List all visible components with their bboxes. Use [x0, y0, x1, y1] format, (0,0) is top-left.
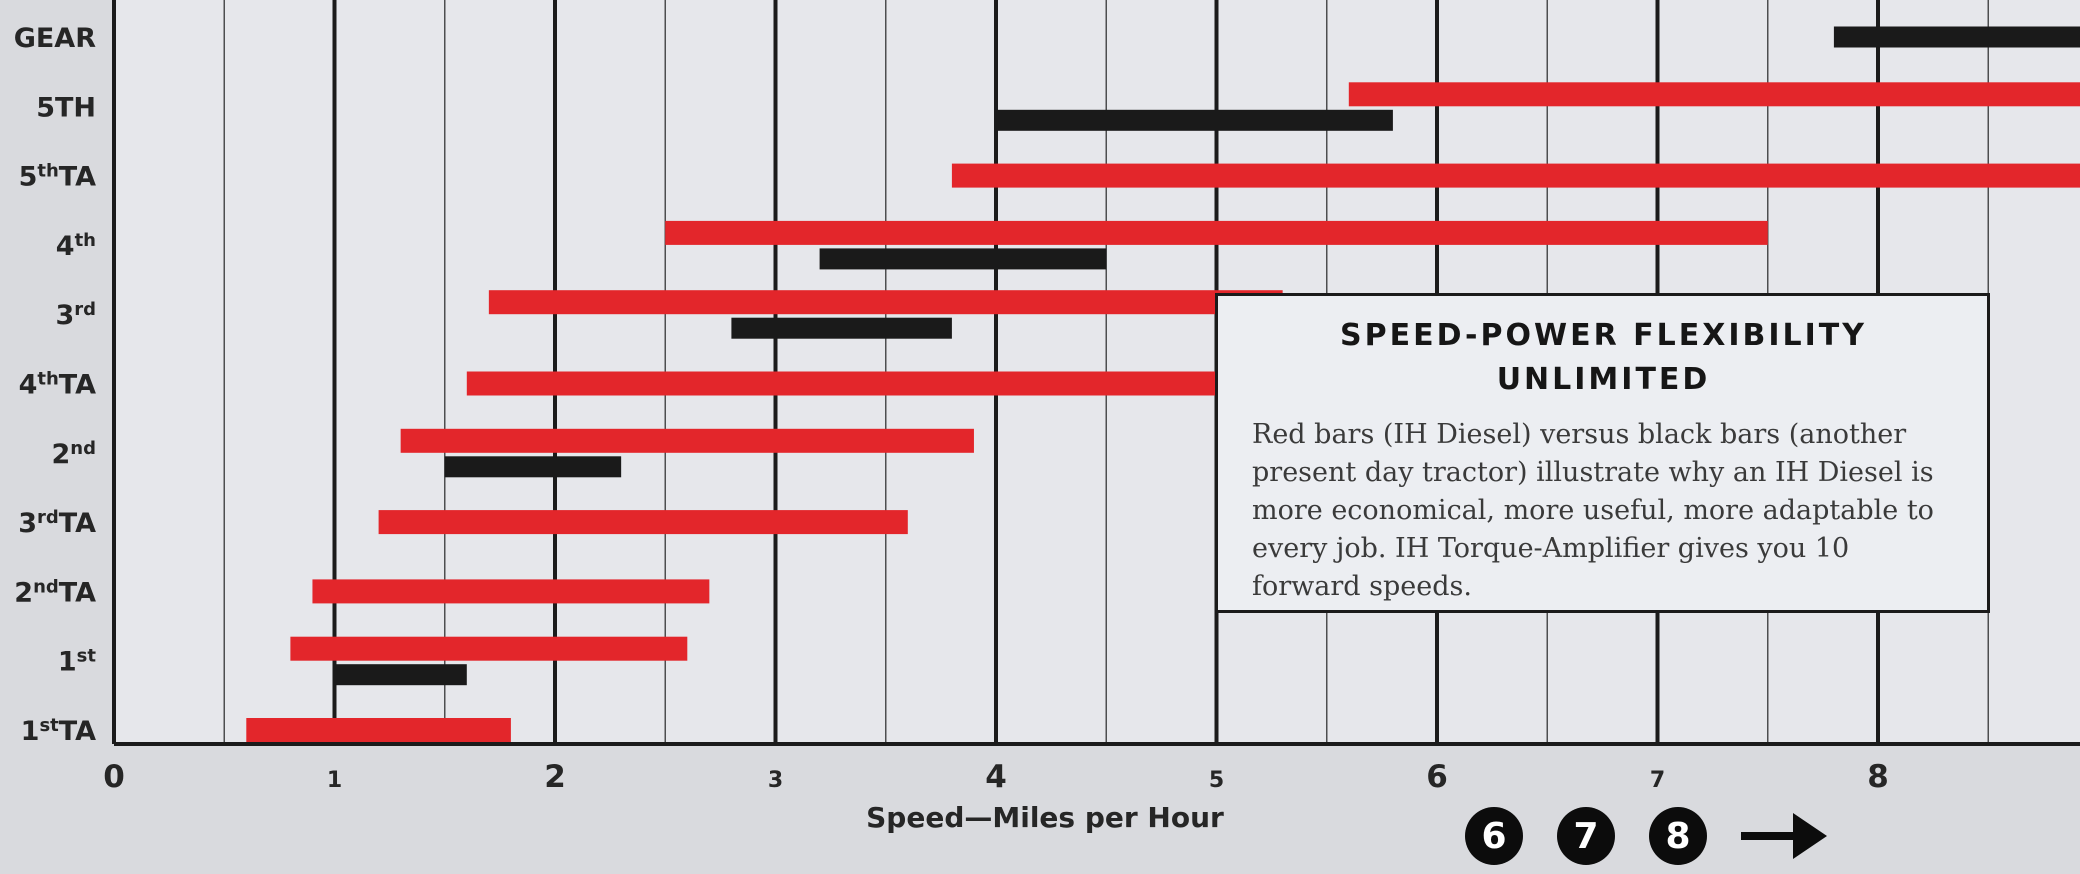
- red-bar-3rd: [488, 290, 1283, 315]
- page-navigation: 6 7 8: [1465, 806, 1827, 866]
- gear-label-4th: 4th: [56, 230, 96, 262]
- x-tick-label-0: 0: [103, 759, 125, 795]
- right-arrow-icon[interactable]: [1741, 811, 1827, 861]
- gear-label-2nd: 2nd: [52, 438, 97, 470]
- black-bar-3rd: [731, 317, 952, 339]
- x-tick-label-1: 1: [327, 768, 342, 793]
- x-tick-label-5: 5: [1209, 768, 1224, 793]
- black-bar-5th: [996, 109, 1393, 131]
- red-bar-2ndta: [312, 579, 710, 604]
- x-tick-label-8: 8: [1867, 759, 1889, 795]
- red-bar-5thta: [951, 163, 2080, 188]
- red-bar-3rdta: [378, 510, 908, 535]
- gear-label-3rdta: 3rdTA: [18, 507, 96, 539]
- info-box-title: SPEED-POWER FLEXIBILITY UNLIMITED: [1340, 318, 1867, 397]
- x-tick-label-2: 2: [544, 759, 566, 795]
- info-box: SPEED-POWER FLEXIBILITY UNLIMITED Red ba…: [1215, 293, 1990, 613]
- gear-label-2ndta: 2ndTA: [14, 576, 96, 608]
- gear-label-3rd: 3rd: [55, 299, 96, 331]
- step-8-badge[interactable]: 8: [1649, 807, 1707, 865]
- step-7-badge[interactable]: 7: [1557, 807, 1615, 865]
- x-tick-label-4: 4: [985, 759, 1007, 795]
- info-box-body: Red bars (IH Diesel) versus black bars (…: [1252, 419, 1934, 602]
- red-bar-2nd: [400, 428, 974, 453]
- gear-label-5thta: 5thTA: [19, 161, 97, 193]
- x-tick-label-3: 3: [768, 768, 783, 793]
- gear-label-5th: 5TH: [36, 92, 96, 123]
- gear-label-1st: 1st: [58, 646, 97, 678]
- red-bar-4th: [665, 220, 1768, 245]
- red-bar-1st: [290, 636, 688, 661]
- black-bar-1st: [334, 664, 467, 686]
- black-bar-4th: [819, 248, 1107, 270]
- red-bar-5th: [1348, 82, 2080, 107]
- gear-label-1stta: 1stTA: [21, 715, 96, 747]
- gear-label-4thta: 4thTA: [19, 369, 97, 401]
- red-bar-1stta: [246, 718, 511, 742]
- black-bar-gear: [1833, 26, 2080, 48]
- x-tick-label-7: 7: [1650, 768, 1665, 793]
- gear-label-gear: GEAR: [14, 23, 97, 54]
- red-bar-4thta: [466, 371, 1261, 396]
- step-6-badge[interactable]: 6: [1465, 807, 1523, 865]
- black-bar-2nd: [444, 456, 622, 478]
- x-tick-label-6: 6: [1426, 759, 1448, 795]
- x-axis-title: Speed—Miles per Hour: [866, 801, 1224, 834]
